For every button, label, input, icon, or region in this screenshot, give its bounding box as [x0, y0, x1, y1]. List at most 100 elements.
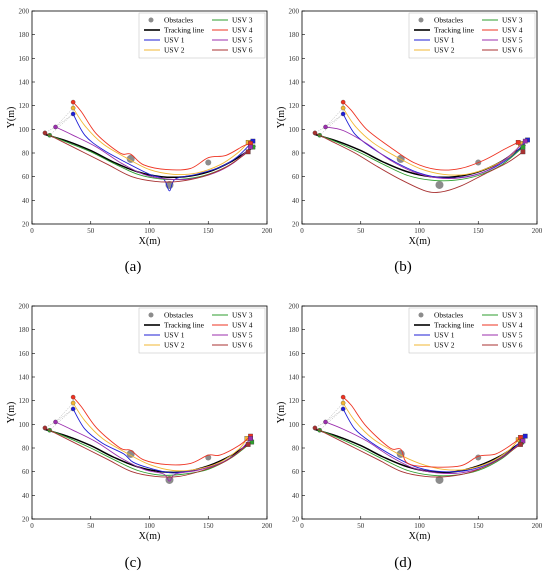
- legend-label-obstacles: Obstacles: [434, 16, 463, 25]
- y-tick-label: 20: [292, 221, 300, 229]
- panel-label: (a): [125, 259, 142, 275]
- x-tick-label: 50: [87, 522, 95, 530]
- usv-4-end-marker: [518, 434, 523, 440]
- legend-label-usv-3: USV 3: [232, 16, 253, 25]
- y-tick-label: 40: [292, 197, 300, 205]
- usv-5-end-marker: [522, 138, 528, 144]
- panel-0: 0 50 100 150 200 20 40 60 80 100 120 140 160 180 200 X(…: [6, 8, 273, 276]
- legend-label-usv-2: USV 2: [434, 46, 455, 55]
- x-tick-label: 50: [87, 227, 95, 235]
- legend-label-usv-4: USV 4: [232, 321, 253, 330]
- y-tick-label: 20: [292, 516, 300, 524]
- usv-1-path: [72, 113, 254, 192]
- y-tick-label: 60: [22, 173, 30, 181]
- x-tick-label: 0: [300, 227, 304, 235]
- usv-4-start-marker: [70, 394, 76, 400]
- formation-link: [55, 402, 74, 423]
- panel-label: (c): [125, 555, 142, 571]
- usv-5-path: [325, 126, 526, 179]
- formation-link: [319, 113, 344, 136]
- x-tick-label: 150: [203, 522, 214, 530]
- x-tick-label: 100: [144, 227, 155, 235]
- x-tick-label: 50: [357, 522, 365, 530]
- usv-6-start-marker: [312, 425, 318, 431]
- usv-5-end-marker: [248, 436, 253, 441]
- legend-label-usv-6: USV 6: [502, 341, 523, 350]
- panel-label: (d): [394, 555, 412, 571]
- y-axis-label: Y(m): [6, 402, 17, 424]
- usv-2-start-marker: [70, 105, 76, 111]
- x-axis-label: X(m): [139, 236, 161, 247]
- legend-label-usv-4: USV 4: [502, 321, 523, 330]
- y-tick-label: 160: [289, 55, 300, 63]
- legend-label-usv-2: USV 2: [164, 341, 185, 350]
- y-tick-label: 160: [19, 55, 30, 63]
- panel-label: (b): [394, 259, 412, 275]
- legend-label-usv-1: USV 1: [434, 36, 455, 45]
- formation-link: [319, 408, 344, 431]
- usv-6-start-marker: [312, 130, 318, 136]
- legend-label-usv-4: USV 4: [232, 26, 253, 35]
- usv-4-start-marker: [70, 99, 76, 105]
- usv-6-end-marker: [245, 442, 251, 447]
- obstacle-marker: [435, 180, 444, 189]
- y-tick-label: 80: [22, 445, 30, 453]
- usv-5-end-marker: [520, 438, 526, 444]
- usv-6-end-marker: [520, 149, 526, 155]
- y-tick-label: 20: [22, 221, 30, 229]
- legend-label-usv-6: USV 6: [232, 341, 253, 350]
- usv-5-start-marker: [323, 419, 328, 425]
- panel-2: 0 50 100 150 200 20 40 60 80 100 120 140 160 180 200 X(…: [6, 303, 273, 572]
- x-tick-label: 200: [262, 227, 273, 235]
- x-tick-label: 150: [203, 227, 214, 235]
- y-tick-label: 180: [289, 31, 300, 39]
- obstacle-marker: [435, 475, 444, 484]
- y-axis-label: Y(m): [276, 402, 287, 424]
- usv-5-start-marker: [53, 124, 58, 130]
- formation-link: [49, 408, 74, 431]
- usv-4-path: [72, 101, 251, 171]
- usv-2-start-marker: [340, 105, 346, 111]
- legend-label-tracking-line: Tracking line: [434, 321, 475, 330]
- legend-label-usv-4: USV 4: [502, 26, 523, 35]
- usv-2-start-marker: [70, 400, 76, 406]
- usv-4-path: [342, 396, 521, 468]
- y-tick-label: 180: [19, 326, 30, 334]
- y-tick-label: 200: [19, 8, 30, 16]
- x-tick-label: 0: [30, 227, 34, 235]
- panel-1: 0 50 100 150 200 20 40 60 80 100 120 140 160 180 200 X(…: [276, 8, 543, 276]
- usv-3-path: [319, 429, 522, 477]
- usv-6-path: [44, 132, 249, 183]
- y-tick-label: 120: [289, 102, 300, 110]
- x-tick-label: 100: [144, 522, 155, 530]
- y-tick-label: 40: [22, 197, 30, 205]
- usv-5-end-marker: [248, 144, 253, 150]
- usv-6-path: [314, 132, 524, 193]
- y-tick-label: 200: [19, 303, 30, 311]
- legend-label-usv-5: USV 5: [232, 331, 253, 340]
- y-tick-label: 140: [289, 79, 300, 87]
- x-axis-label: X(m): [409, 531, 431, 542]
- usv-6-path: [314, 427, 521, 478]
- y-axis-label: Y(m): [6, 107, 17, 129]
- legend-label-usv-3: USV 3: [232, 311, 253, 320]
- y-tick-label: 200: [289, 303, 300, 311]
- y-tick-label: 120: [19, 102, 30, 110]
- legend-label-tracking-line: Tracking line: [164, 321, 205, 330]
- legend-label-usv-2: USV 2: [434, 341, 455, 350]
- legend-label-obstacles: Obstacles: [164, 311, 193, 320]
- usv-4-end-marker: [515, 139, 521, 145]
- legend-label-usv-1: USV 1: [164, 36, 185, 45]
- y-tick-label: 180: [19, 31, 30, 39]
- x-axis-label: X(m): [409, 236, 431, 247]
- y-axis-label: Y(m): [276, 107, 287, 129]
- usv-6-start-marker: [42, 130, 48, 136]
- x-tick-label: 200: [532, 522, 543, 530]
- y-tick-label: 100: [19, 421, 30, 429]
- y-tick-label: 60: [22, 468, 30, 476]
- x-tick-label: 100: [414, 227, 425, 235]
